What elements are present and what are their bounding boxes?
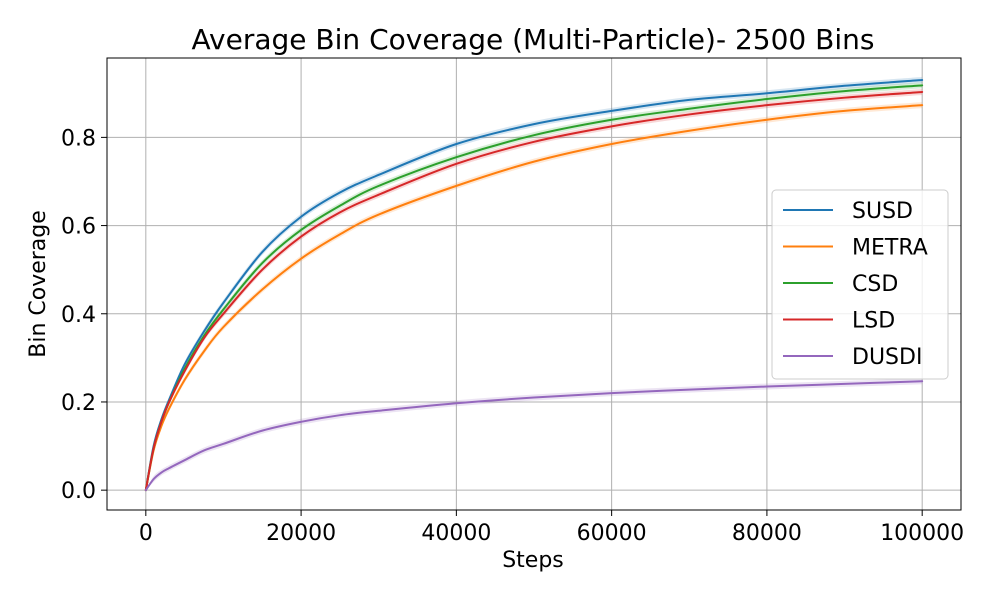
plot-area-frame: [106, 57, 962, 511]
legend-label-metra: METRA: [852, 236, 928, 261]
x-tick-label: 80000: [732, 521, 802, 546]
legend-label-dusdi: DUSDI: [852, 345, 922, 370]
x-tick-label: 40000: [421, 521, 491, 546]
y-tick-label: 0.0: [61, 479, 96, 504]
chart-title: Average Bin Coverage (Multi-Particle)- 2…: [192, 23, 875, 56]
y-tick-label: 0.6: [61, 215, 96, 240]
y-axis-ticks: 0.0 0.2 0.4 0.6 0.8: [61, 126, 107, 504]
y-tick-label: 0.8: [61, 126, 96, 151]
series-line-dusdi: [144, 380, 924, 492]
legend-box: [771, 189, 949, 380]
legend-label-lsd: LSD: [852, 309, 895, 334]
legend-label-susd: SUSD: [852, 199, 913, 224]
x-tick-label: 0: [139, 521, 153, 546]
x-tick-label: 60000: [577, 521, 647, 546]
series-lines: [144, 79, 924, 492]
legend: SUSD METRA CSD LSD DUSDI: [771, 189, 949, 380]
y-tick-label: 0.2: [61, 391, 96, 416]
y-tick-label: 0.4: [61, 303, 96, 328]
x-tick-label: 20000: [266, 521, 336, 546]
legend-label-csd: CSD: [852, 272, 898, 297]
y-axis-label: Bin Coverage: [26, 210, 51, 358]
x-axis-ticks: 0 20000 40000 60000 80000 100000: [139, 510, 964, 546]
x-tick-label: 100000: [880, 521, 964, 546]
x-axis-label: Steps: [502, 548, 564, 573]
series-line-lsd: [144, 90, 924, 492]
series-line-metra: [144, 104, 924, 492]
